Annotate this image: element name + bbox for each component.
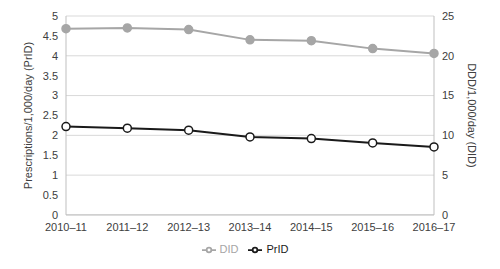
svg-text:2012–13: 2012–13 [167,221,210,233]
svg-text:2015–16: 2015–16 [351,221,394,233]
svg-text:1.5: 1.5 [43,149,58,161]
html-text:PrID: PrID [266,242,289,255]
svg-text:2.5: 2.5 [43,109,58,121]
svg-text:0: 0 [442,209,448,221]
svg-text:5: 5 [442,169,448,181]
svg-text:20: 20 [442,50,454,62]
svg-text:Prescriptions/1,000/day (PrID): Prescriptions/1,000/day (PrID) [22,42,34,189]
svg-text:5: 5 [52,10,58,22]
svg-text:0.5: 0.5 [43,189,58,201]
svg-text:2010–11: 2010–11 [45,221,87,233]
svg-text:4.5: 4.5 [43,30,58,42]
svg-text:2011–12: 2011–12 [106,221,148,233]
svg-text:2014–15: 2014–15 [290,221,333,233]
svg-text:DDD/1,000/day (DID): DDD/1,000/day (DID) [466,63,478,168]
svg-text:3: 3 [52,89,58,101]
svg-text:25: 25 [442,10,454,22]
svg-text:15: 15 [442,89,454,101]
svg-text:2013–14: 2013–14 [229,221,272,233]
html-text:DID: DID [219,242,239,255]
svg-text:10: 10 [442,129,454,141]
svg-text:2: 2 [52,129,58,141]
svg-text:3.5: 3.5 [43,70,58,82]
svg-text:0: 0 [52,209,58,221]
svg-text:1: 1 [52,169,58,181]
svg-text:4: 4 [52,50,58,62]
svg-text:2016–17: 2016–17 [413,221,456,233]
